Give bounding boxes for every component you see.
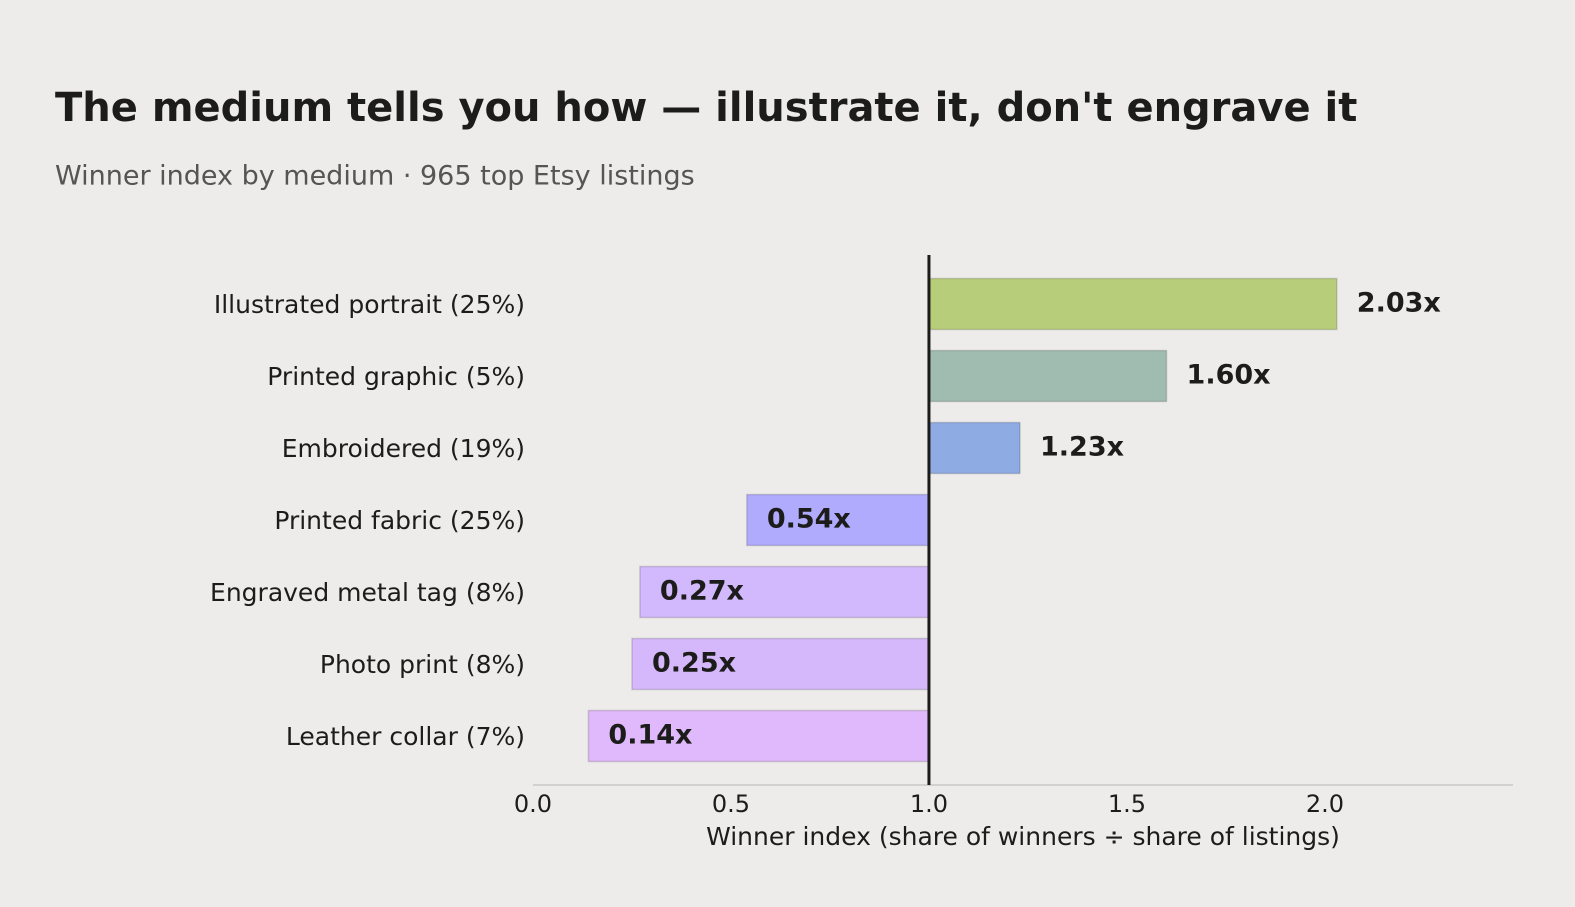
value-label: 0.27x [660,576,744,607]
x-tick-label: 0.5 [712,790,750,818]
x-tick-label: 1.0 [910,790,948,818]
y-tick-label: Printed fabric (25%) [274,506,525,535]
value-label: 0.25x [652,648,736,679]
y-tick-label: Printed graphic (5%) [267,362,525,391]
chart-subtitle: Winner index by medium · 965 top Etsy li… [55,161,695,192]
value-label: 0.54x [767,504,851,535]
x-tick-label: 1.5 [1108,790,1146,818]
y-tick-label: Embroidered (19%) [282,434,525,463]
bar [928,349,1168,403]
y-tick-label: Illustrated portrait (25%) [214,290,525,319]
y-tick-label: Photo print (8%) [320,650,525,679]
chart-title: The medium tells you how — illustrate it… [55,85,1357,131]
value-label: 1.60x [1187,360,1271,391]
x-tick-label: 2.0 [1306,790,1344,818]
value-label: 2.03x [1357,288,1441,319]
bar [639,565,930,619]
bar [631,637,930,691]
y-tick-label: Leather collar (7%) [286,722,525,751]
value-label: 0.14x [608,720,692,751]
x-tick-label: 0.0 [514,790,552,818]
bar [928,277,1338,331]
bar [928,421,1021,475]
value-label: 1.23x [1040,432,1124,463]
x-axis-label: Winner index (share of winners ÷ share o… [706,822,1340,851]
y-tick-label: Engraved metal tag (8%) [210,578,525,607]
